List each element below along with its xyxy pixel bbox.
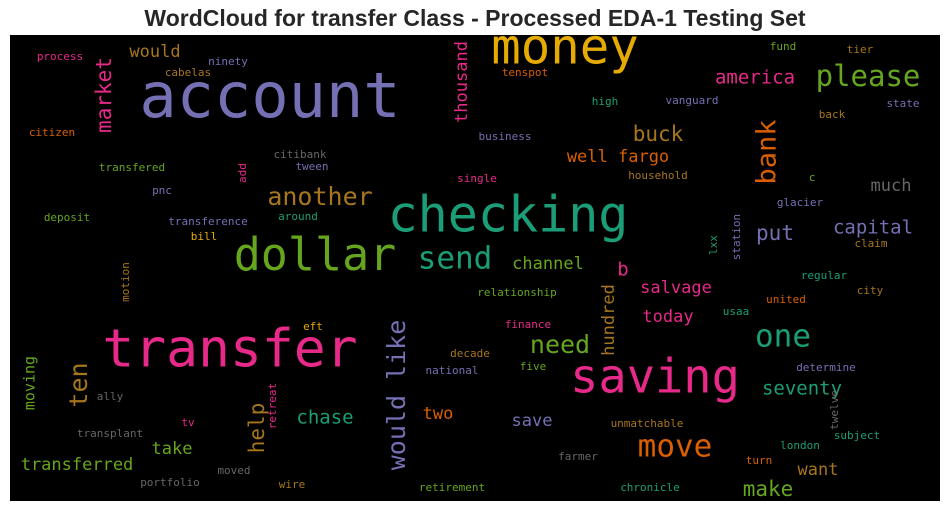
word: add — [236, 163, 249, 183]
word: well fargo — [567, 147, 669, 167]
word: saving — [570, 350, 740, 405]
word: much — [871, 176, 912, 196]
word: ally — [97, 390, 124, 403]
word: united — [766, 293, 806, 306]
word: fund — [770, 40, 797, 53]
word: save — [512, 411, 553, 431]
word: transplant — [77, 427, 143, 440]
word: put — [756, 221, 794, 245]
word: motion — [119, 262, 132, 302]
word: bank — [752, 119, 783, 184]
word: unmatchable — [611, 417, 684, 430]
word: would like — [382, 320, 411, 471]
word: back — [819, 108, 846, 121]
word: deposit — [44, 211, 90, 224]
word: tenspot — [502, 66, 548, 79]
word: transference — [168, 215, 247, 228]
word: retirement — [419, 481, 485, 494]
word: thousand — [452, 41, 472, 123]
word: transferred — [21, 455, 134, 475]
word: help — [245, 403, 269, 454]
word: high — [592, 95, 619, 108]
word: c — [809, 171, 816, 184]
word: make — [743, 477, 794, 501]
word: citibank — [274, 148, 327, 161]
word: another — [267, 182, 372, 211]
word: household — [628, 169, 688, 182]
word: pnc — [152, 184, 172, 197]
word: two — [423, 404, 454, 424]
word: want — [798, 460, 839, 480]
chart-title: WordCloud for transfer Class - Processed… — [144, 5, 806, 31]
word: money — [491, 19, 639, 76]
word: would — [129, 42, 180, 62]
word: buck — [633, 122, 684, 146]
word: salvage — [640, 278, 712, 298]
word: subject — [834, 429, 880, 442]
word: determine — [796, 361, 856, 374]
word: ten — [64, 362, 93, 407]
word: portfolio — [140, 476, 200, 489]
word: please — [816, 59, 921, 93]
word: moved — [217, 464, 250, 477]
word: need — [530, 330, 590, 359]
word: station — [730, 214, 743, 260]
word: bill — [191, 230, 218, 243]
word: lxx — [707, 235, 720, 255]
word: usaa — [723, 305, 750, 318]
word: tween — [295, 160, 328, 173]
word: relationship — [477, 286, 556, 299]
word: citizen — [29, 126, 75, 139]
word: chronicle — [620, 481, 680, 494]
word: b — [617, 259, 628, 281]
word: cabelas — [165, 66, 211, 79]
word: transfer — [102, 319, 357, 380]
word: move — [638, 429, 713, 465]
word: account — [139, 59, 400, 132]
word: city — [857, 284, 884, 297]
word: farmer — [558, 450, 598, 463]
word: tier — [847, 43, 874, 56]
word: vanguard — [666, 94, 719, 107]
word: chase — [296, 407, 353, 429]
word: transfered — [99, 161, 165, 174]
word: state — [886, 97, 919, 110]
word: capital — [833, 217, 913, 239]
word: today — [642, 307, 693, 327]
word: business — [479, 130, 532, 143]
word: hundred — [599, 284, 619, 356]
word: market — [92, 57, 116, 133]
word: one — [755, 319, 811, 355]
cloud-background — [10, 35, 940, 501]
word: single — [457, 172, 497, 185]
word: regular — [801, 269, 848, 282]
word: process — [37, 50, 83, 63]
word: national — [426, 364, 479, 377]
word: five — [520, 360, 547, 373]
word: retreat — [266, 383, 279, 429]
word: london — [780, 439, 820, 452]
word: twelve — [828, 390, 841, 430]
word: around — [278, 210, 318, 223]
word: dollar — [234, 228, 397, 281]
word: tv — [181, 416, 195, 429]
word: america — [715, 67, 795, 89]
word: finance — [505, 318, 551, 331]
word: ninety — [208, 55, 248, 68]
word: claim — [854, 237, 887, 250]
word: channel — [512, 254, 584, 274]
word: glacier — [777, 196, 824, 209]
word: decade — [450, 347, 490, 360]
word: moving — [21, 356, 39, 410]
word: take — [152, 439, 193, 459]
word: wire — [279, 478, 306, 491]
word: turn — [746, 454, 773, 467]
word: seventy — [762, 378, 842, 400]
word: eft — [303, 320, 323, 333]
word: send — [418, 241, 493, 277]
word: checking — [388, 186, 629, 244]
